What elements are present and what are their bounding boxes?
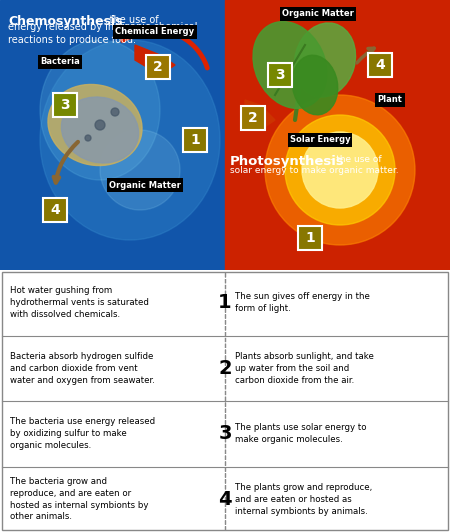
Text: Photosynthesis: Photosynthesis (230, 155, 345, 168)
Ellipse shape (294, 23, 356, 97)
FancyBboxPatch shape (53, 93, 77, 117)
Ellipse shape (40, 40, 220, 240)
Text: The plants grow and reproduce,
and are eaten or hosted as
internal symbionts by : The plants grow and reproduce, and are e… (235, 483, 372, 516)
Ellipse shape (48, 85, 142, 165)
Text: 1: 1 (190, 133, 200, 147)
Circle shape (85, 135, 91, 141)
Circle shape (302, 132, 378, 208)
Ellipse shape (292, 55, 338, 115)
Ellipse shape (40, 40, 160, 180)
FancyBboxPatch shape (183, 128, 207, 152)
Circle shape (95, 120, 105, 130)
Polygon shape (245, 100, 275, 130)
FancyBboxPatch shape (368, 53, 392, 77)
Text: 4: 4 (50, 203, 60, 217)
Text: Hot water gushing from
hydrothermal vents is saturated
with dissolved chemicals.: Hot water gushing from hydrothermal vent… (10, 286, 149, 319)
Text: Plant: Plant (378, 96, 402, 104)
Circle shape (265, 95, 415, 245)
Text: Organic Matter: Organic Matter (109, 180, 181, 189)
Text: The bacteria use energy released
by oxidizing sulfur to make
organic molecules.: The bacteria use energy released by oxid… (10, 418, 155, 450)
Text: 3: 3 (275, 68, 285, 82)
Text: Plants absorb sunlight, and take
up water from the soil and
carbon dioxide from : Plants absorb sunlight, and take up wate… (235, 352, 374, 385)
FancyBboxPatch shape (241, 106, 265, 130)
Bar (225, 0, 450, 270)
Ellipse shape (61, 97, 139, 163)
Text: - the use of: - the use of (103, 15, 158, 25)
Bar (0, 0, 225, 270)
Text: 1: 1 (305, 231, 315, 245)
Text: Bacteria absorb hydrogen sulfide
and carbon dioxide from vent
water and oxygen f: Bacteria absorb hydrogen sulfide and car… (10, 352, 155, 385)
FancyBboxPatch shape (268, 63, 292, 87)
Text: 1: 1 (218, 293, 232, 312)
Text: energy released by inorganic chemical
reactions to produce food.: energy released by inorganic chemical re… (8, 22, 198, 45)
Text: Chemosynthesis: Chemosynthesis (8, 15, 122, 28)
Text: The sun gives off energy in the
form of light.: The sun gives off energy in the form of … (235, 293, 370, 313)
Circle shape (111, 108, 119, 116)
Circle shape (285, 115, 395, 225)
Ellipse shape (100, 130, 180, 210)
Text: 2: 2 (153, 60, 163, 74)
Text: 4: 4 (218, 490, 232, 509)
Text: Solar Energy: Solar Energy (290, 136, 350, 145)
Polygon shape (135, 45, 175, 75)
Text: Bacteria: Bacteria (40, 57, 80, 66)
Text: 4: 4 (375, 58, 385, 72)
Text: - the use of: - the use of (330, 155, 382, 164)
Text: 2: 2 (248, 111, 258, 125)
FancyBboxPatch shape (43, 198, 67, 222)
Text: 2: 2 (218, 359, 232, 378)
FancyBboxPatch shape (146, 55, 170, 79)
Text: The bacteria grow and
reproduce, and are eaten or
hosted as internal symbionts b: The bacteria grow and reproduce, and are… (10, 477, 148, 521)
Text: 3: 3 (60, 98, 70, 112)
Ellipse shape (253, 22, 327, 109)
Text: Chemical Energy: Chemical Energy (116, 28, 194, 37)
FancyBboxPatch shape (298, 226, 322, 250)
Text: 3: 3 (218, 424, 232, 443)
Text: The plants use solar energy to
make organic molecules.: The plants use solar energy to make orga… (235, 423, 366, 444)
Text: solar energy to make organic matter.: solar energy to make organic matter. (230, 166, 399, 175)
Text: Organic Matter: Organic Matter (282, 10, 354, 19)
